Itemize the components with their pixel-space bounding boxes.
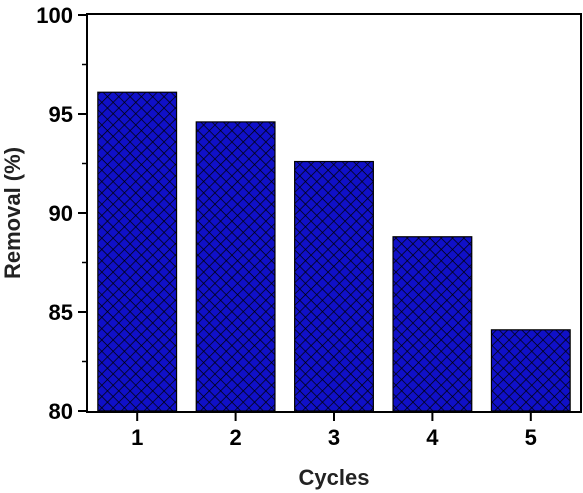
bars [97, 91, 571, 412]
bar-cycle-3 [294, 160, 374, 412]
y-tick-label: 80 [49, 399, 73, 424]
x-axis-title: Cycles [299, 465, 370, 490]
bar-cycle-5 [490, 329, 571, 412]
x-tick-label: 5 [525, 425, 537, 450]
y-tick-label: 95 [49, 102, 73, 127]
bar-cycle-1 [97, 91, 178, 412]
y-tick-label: 90 [49, 201, 73, 226]
y-axis-title: Removal (%) [0, 147, 25, 279]
x-tick-label: 3 [328, 425, 340, 450]
bar-cycle-4 [392, 236, 473, 412]
x-tick-label: 4 [426, 425, 439, 450]
x-tick-label: 2 [229, 425, 241, 450]
x-axis: 1 2 3 4 5 [131, 413, 537, 450]
x-tick-label: 1 [131, 425, 143, 450]
bar-cycle-2 [195, 121, 276, 412]
y-axis: 80 85 90 95 100 [36, 3, 87, 424]
y-tick-label: 85 [49, 300, 73, 325]
y-tick-label: 100 [36, 3, 73, 28]
